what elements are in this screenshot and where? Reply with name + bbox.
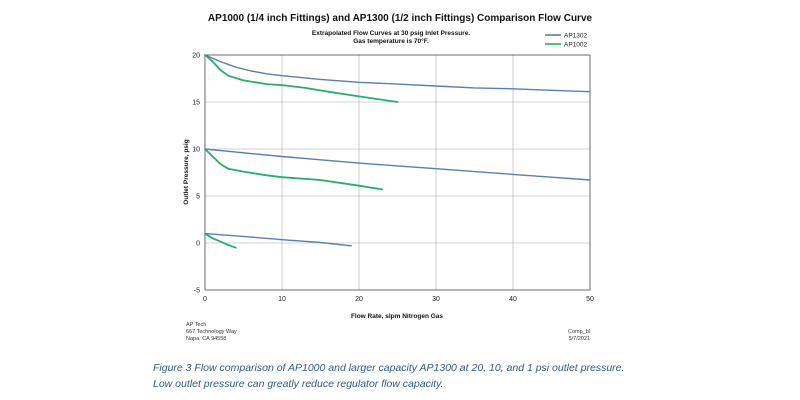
chart-subtitle-line-1: Extrapolated Flow Curves at 30 psig Inle… — [312, 30, 470, 37]
series — [204, 54, 591, 249]
y-tick-label: 10 — [192, 147, 200, 154]
x-tick-label: 0 — [203, 296, 207, 303]
y-tick-label: 20 — [192, 53, 200, 60]
footer-company: AP Tech — [186, 322, 206, 328]
y-axis-label: Outlet Pressure, psig — [183, 139, 190, 204]
footer-right: Comp_bl 5/7/2021 — [568, 329, 590, 342]
series-line-ap1302-curve-3 — [204, 232, 352, 247]
footer-code: Comp_bl — [568, 329, 590, 335]
y-tick-label: 5 — [196, 194, 200, 201]
footer-city: Napa, CA 94558 — [186, 336, 226, 342]
footer-left: AP Tech 667 Technology Way Napa, CA 9455… — [186, 322, 237, 342]
y-tick-label: 0 — [196, 241, 200, 248]
series-line-ap1302-curve-1 — [204, 54, 591, 93]
figure-caption-line-2: Low outlet pressure can greatly reduce r… — [153, 378, 444, 390]
x-tick-label: 30 — [432, 296, 440, 303]
x-tick-label: 10 — [278, 296, 286, 303]
footer-street: 667 Technology Way — [186, 329, 237, 335]
chart-title: AP1000 (1/4 inch Fittings) and AP1300 (1… — [208, 13, 593, 24]
x-tick-label: 40 — [509, 296, 517, 303]
series-line-ap1002-curve-1 — [204, 54, 399, 103]
y-tick-label: -5 — [194, 288, 200, 295]
series-line-ap1302-curve-2 — [204, 148, 591, 181]
legend-label-ap1002: AP1002 — [564, 42, 588, 49]
footer-date: 5/7/2021 — [569, 336, 590, 342]
series-line-ap1002-curve-3 — [204, 232, 237, 249]
legend-label-ap1302: AP1302 — [564, 33, 588, 40]
plot-area — [204, 54, 591, 291]
x-tick-label: 50 — [586, 296, 594, 303]
figure-caption-line-1: Figure 3 Flow comparison of AP1000 and l… — [153, 362, 625, 374]
x-axis-label: Flow Rate, slpm Nitrogen Gas — [351, 313, 443, 320]
x-tick-label: 20 — [355, 296, 363, 303]
series-line-ap1002-curve-2 — [204, 148, 383, 191]
y-tick-label: 15 — [192, 100, 200, 107]
legend: AP1302 AP1002 — [545, 33, 588, 49]
chart-subtitle-line-2: Gas temperature is 70°F. — [353, 37, 429, 45]
